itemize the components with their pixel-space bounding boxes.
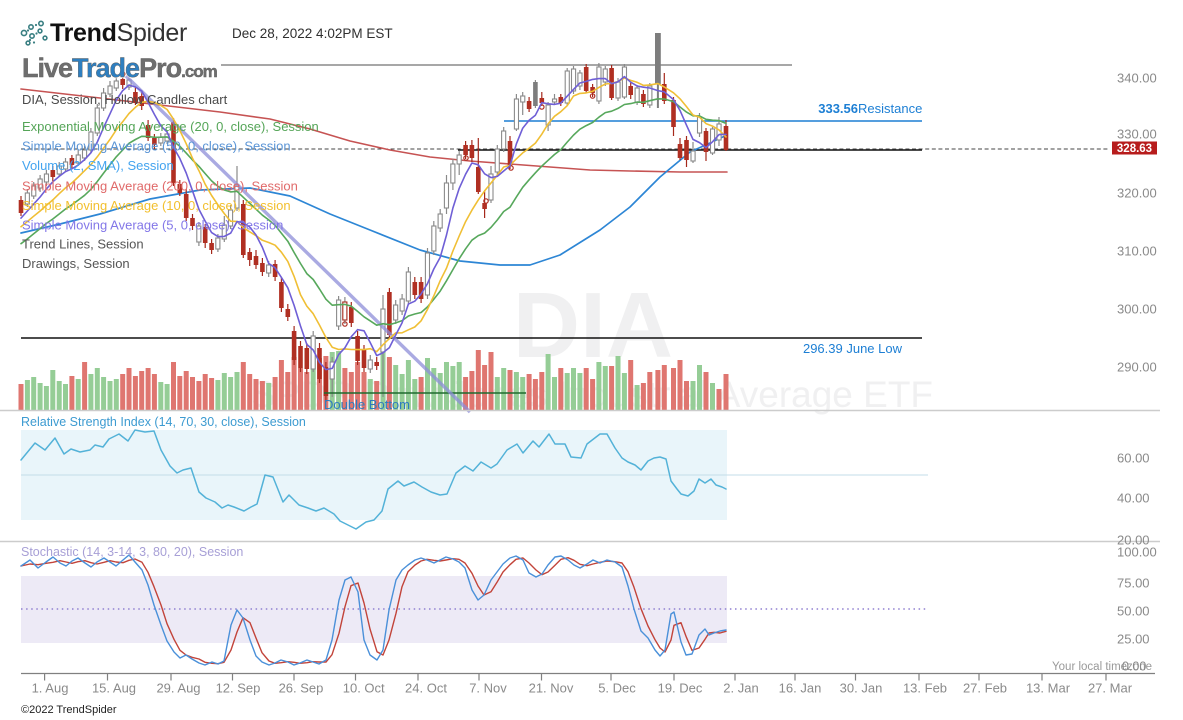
svg-text:Volume (2, SMA), Session: Volume (2, SMA), Session bbox=[22, 158, 174, 173]
svg-text:Your local timezone: Your local timezone bbox=[1052, 661, 1152, 673]
svg-text:10. Oct: 10. Oct bbox=[343, 681, 385, 696]
svg-text:328.63: 328.63 bbox=[1117, 143, 1152, 155]
svg-text:24. Oct: 24. Oct bbox=[405, 681, 447, 696]
svg-text:12. Sep: 12. Sep bbox=[216, 681, 261, 696]
svg-text:50.00: 50.00 bbox=[1117, 604, 1150, 619]
svg-text:0.00: 0.00 bbox=[1122, 660, 1146, 674]
svg-text:310.00: 310.00 bbox=[1117, 244, 1157, 259]
svg-text:Resistance: Resistance bbox=[858, 101, 922, 116]
svg-text:19. Dec: 19. Dec bbox=[658, 681, 703, 696]
svg-text:340.00: 340.00 bbox=[1117, 71, 1157, 86]
svg-text:296.39 June Low: 296.39 June Low bbox=[803, 341, 903, 356]
svg-text:29. Aug: 29. Aug bbox=[156, 681, 200, 696]
svg-text:40.00: 40.00 bbox=[1117, 491, 1150, 506]
svg-text:2. Jan: 2. Jan bbox=[723, 681, 758, 696]
svg-text:Simple Moving Average (10, 0,: Simple Moving Average (10, 0, close), Se… bbox=[22, 198, 291, 213]
svg-text:Simple Moving Average (5, 0, c: Simple Moving Average (5, 0, close), Ses… bbox=[22, 218, 283, 233]
svg-text:5. Dec: 5. Dec bbox=[598, 681, 636, 696]
svg-text:©2022 TrendSpider: ©2022 TrendSpider bbox=[21, 704, 117, 716]
svg-text:DIA: DIA bbox=[513, 273, 673, 377]
svg-text:27. Mar: 27. Mar bbox=[1088, 681, 1133, 696]
svg-text:1. Aug: 1. Aug bbox=[32, 681, 69, 696]
svg-text:333.56: 333.56 bbox=[818, 101, 858, 116]
svg-text:15. Aug: 15. Aug bbox=[92, 681, 136, 696]
svg-text:30. Jan: 30. Jan bbox=[840, 681, 883, 696]
svg-text:Double Bottom: Double Bottom bbox=[324, 397, 410, 412]
svg-text:290.00: 290.00 bbox=[1117, 360, 1157, 375]
svg-text:Stochastic (14, 3-14, 3, 80, 2: Stochastic (14, 3-14, 3, 80, 20), Sessio… bbox=[21, 545, 243, 559]
svg-text:25.00: 25.00 bbox=[1117, 632, 1150, 647]
svg-text:20.00: 20.00 bbox=[1117, 533, 1150, 548]
svg-text:DIA, Session, Hollow Candles c: DIA, Session, Hollow Candles chart bbox=[22, 92, 228, 107]
svg-text:Trend Lines, Session: Trend Lines, Session bbox=[22, 237, 144, 252]
svg-text:16. Jan: 16. Jan bbox=[779, 681, 822, 696]
svg-text:Exponential Moving Average (20: Exponential Moving Average (20, 0, close… bbox=[22, 119, 319, 134]
svg-text:330.00: 330.00 bbox=[1117, 127, 1157, 142]
svg-text:300.00: 300.00 bbox=[1117, 302, 1157, 317]
svg-text:7. Nov: 7. Nov bbox=[469, 681, 507, 696]
svg-text:Relative Strength Index (14, 7: Relative Strength Index (14, 70, 30, clo… bbox=[21, 415, 306, 429]
svg-text:Simple Moving Average (200, 0,: Simple Moving Average (200, 0, close), S… bbox=[22, 179, 298, 194]
svg-text:Drawings, Session: Drawings, Session bbox=[22, 256, 130, 271]
svg-text:60.00: 60.00 bbox=[1117, 451, 1150, 466]
svg-text:13. Feb: 13. Feb bbox=[903, 681, 947, 696]
svg-text:320.00: 320.00 bbox=[1117, 186, 1157, 201]
svg-text:21. Nov: 21. Nov bbox=[529, 681, 574, 696]
svg-text:Simple Moving Average (50, 0,: Simple Moving Average (50, 0, close), Se… bbox=[22, 139, 291, 154]
svg-text:75.00: 75.00 bbox=[1117, 576, 1150, 591]
svg-text:26. Sep: 26. Sep bbox=[279, 681, 324, 696]
svg-text:27. Feb: 27. Feb bbox=[963, 681, 1007, 696]
svg-text:13. Mar: 13. Mar bbox=[1026, 681, 1071, 696]
svg-text:100.00: 100.00 bbox=[1117, 545, 1157, 560]
